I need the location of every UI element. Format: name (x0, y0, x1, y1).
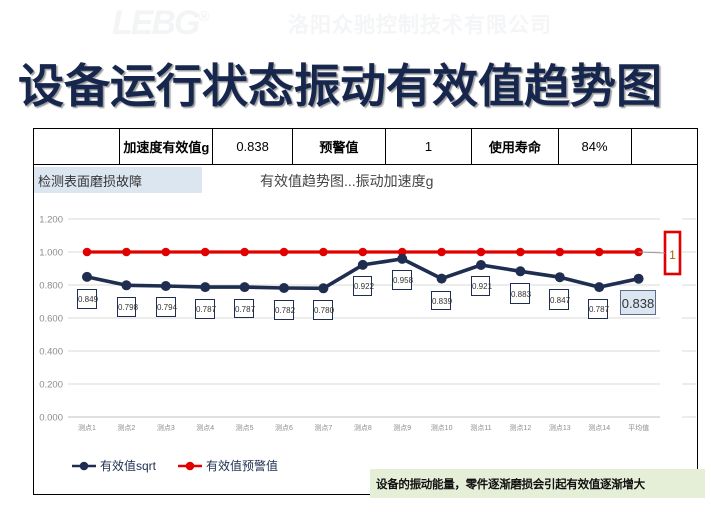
svg-text:测点6: 测点6 (275, 424, 293, 432)
svg-text:测点12: 测点12 (510, 424, 532, 432)
svg-text:0.200: 0.200 (39, 380, 63, 391)
svg-text:测点14: 测点14 (588, 424, 610, 432)
svg-text:0.600: 0.600 (39, 314, 63, 325)
svg-text:测点3: 测点3 (157, 424, 175, 432)
svg-text:0.400: 0.400 (39, 347, 63, 358)
svg-text:1: 1 (669, 248, 676, 262)
svg-text:测点1: 测点1 (78, 424, 96, 432)
svg-text:有效值sqrt: 有效值sqrt (100, 458, 157, 473)
svg-text:平均值: 平均值 (628, 423, 649, 432)
svg-text:0.800: 0.800 (39, 281, 63, 292)
svg-text:0.000: 0.000 (39, 413, 63, 424)
svg-text:测点13: 测点13 (549, 424, 571, 432)
svg-text:测点4: 测点4 (196, 424, 214, 432)
svg-text:测点9: 测点9 (393, 424, 411, 432)
svg-text:有效值预警值: 有效值预警值 (206, 458, 278, 473)
svg-text:1.000: 1.000 (39, 248, 63, 259)
svg-text:测点7: 测点7 (314, 424, 332, 432)
svg-text:1.200: 1.200 (39, 215, 63, 226)
svg-text:测点10: 测点10 (431, 424, 453, 432)
svg-text:测点2: 测点2 (117, 424, 135, 432)
svg-text:测点8: 测点8 (354, 424, 372, 432)
svg-text:测点5: 测点5 (236, 424, 254, 432)
svg-text:测点11: 测点11 (470, 424, 491, 432)
